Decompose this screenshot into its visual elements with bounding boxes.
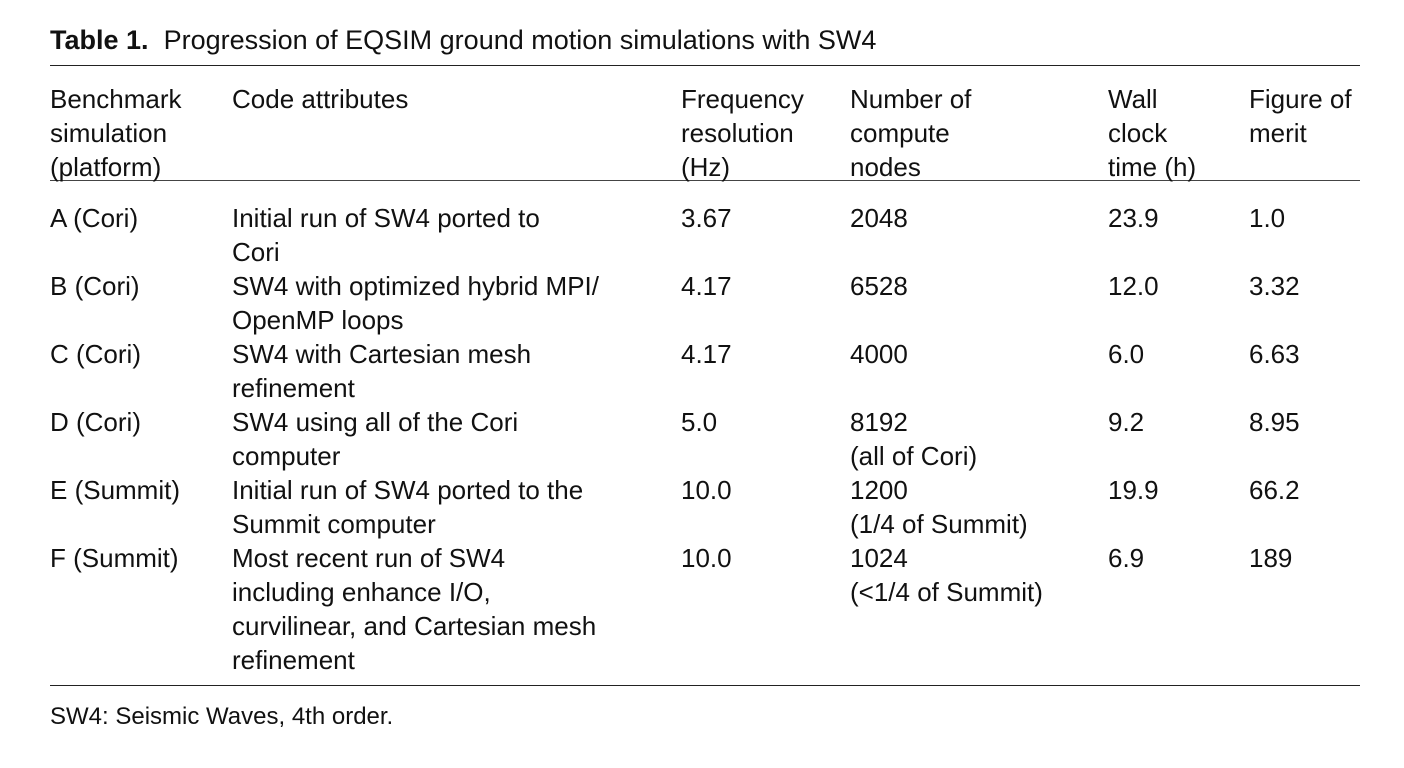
cell-merit: 66.2 [1249, 475, 1300, 505]
cell-wall-time: 6.0 [1108, 339, 1145, 369]
header-merit: Figure of merit [1249, 84, 1352, 148]
cell-frequency: 10.0 [681, 475, 732, 505]
cell-attributes: SW4 with optimized hybrid MPI/ OpenMP lo… [232, 271, 600, 335]
table-row: A (Cori) Initial run of SW4 ported to Co… [50, 201, 1360, 269]
cell-merit: 8.95 [1249, 407, 1300, 437]
cell-nodes: 8192 (all of Cori) [850, 407, 978, 471]
table-row: F (Summit) Most recent run of SW4 includ… [50, 541, 1360, 677]
cell-nodes: 1200 (1/4 of Summit) [850, 475, 1028, 539]
cell-nodes: 4000 [850, 339, 908, 369]
table-row: C (Cori) SW4 with Cartesian mesh refinem… [50, 337, 1360, 405]
cell-nodes: 6528 [850, 271, 908, 301]
table-figure: Table 1. Progression of EQSIM ground mot… [50, 22, 1360, 732]
bottom-rule [50, 685, 1360, 686]
header-row: Benchmark simulation (platform) Code att… [50, 66, 1360, 182]
cell-wall-time: 9.2 [1108, 407, 1145, 437]
table-label: Table 1. [50, 25, 149, 55]
cell-frequency: 4.17 [681, 339, 732, 369]
cell-attributes: SW4 using all of the Cori computer [232, 407, 519, 471]
cell-attributes: Initial run of SW4 ported to the Summit … [232, 475, 584, 539]
cell-frequency: 5.0 [681, 407, 718, 437]
cell-merit: 6.63 [1249, 339, 1300, 369]
cell-merit: 1.0 [1249, 203, 1286, 233]
cell-attributes: Most recent run of SW4 including enhance… [232, 543, 597, 675]
cell-attributes: Initial run of SW4 ported to Cori [232, 203, 540, 267]
header-wall-time: Wall clock time (h) [1108, 84, 1197, 182]
header-nodes: Number of compute nodes [850, 84, 972, 182]
table-row: E (Summit) Initial run of SW4 ported to … [50, 473, 1360, 541]
header-attributes: Code attributes [232, 84, 409, 114]
header-rule [50, 180, 1360, 181]
cell-frequency: 4.17 [681, 271, 732, 301]
table-row: D (Cori) SW4 using all of the Cori compu… [50, 405, 1360, 473]
cell-benchmark: A (Cori) [50, 203, 139, 233]
header-frequency: Frequency resolution (Hz) [681, 84, 804, 182]
cell-wall-time: 12.0 [1108, 271, 1159, 301]
cell-benchmark: B (Cori) [50, 271, 140, 301]
cell-wall-time: 23.9 [1108, 203, 1159, 233]
table-body: A (Cori) Initial run of SW4 ported to Co… [50, 181, 1360, 685]
cell-merit: 3.32 [1249, 271, 1300, 301]
cell-nodes: 2048 [850, 203, 908, 233]
table-row: B (Cori) SW4 with optimized hybrid MPI/ … [50, 269, 1360, 337]
cell-wall-time: 19.9 [1108, 475, 1159, 505]
header-benchmark: Benchmark simulation (platform) [50, 84, 182, 182]
cell-benchmark: F (Summit) [50, 543, 179, 573]
cell-nodes: 1024 (<1/4 of Summit) [850, 543, 1043, 607]
cell-benchmark: C (Cori) [50, 339, 141, 369]
cell-benchmark: D (Cori) [50, 407, 141, 437]
cell-benchmark: E (Summit) [50, 475, 180, 505]
cell-attributes: SW4 with Cartesian mesh refinement [232, 339, 532, 403]
table-caption: Table 1. Progression of EQSIM ground mot… [50, 22, 1360, 62]
top-rule [50, 65, 1360, 66]
cell-wall-time: 6.9 [1108, 543, 1145, 573]
cell-frequency: 3.67 [681, 203, 732, 233]
cell-merit: 189 [1249, 543, 1293, 573]
cell-frequency: 10.0 [681, 543, 732, 573]
table-title: Progression of EQSIM ground motion simul… [163, 25, 877, 55]
table-footnote: SW4: Seismic Waves, 4th order. [50, 703, 394, 730]
